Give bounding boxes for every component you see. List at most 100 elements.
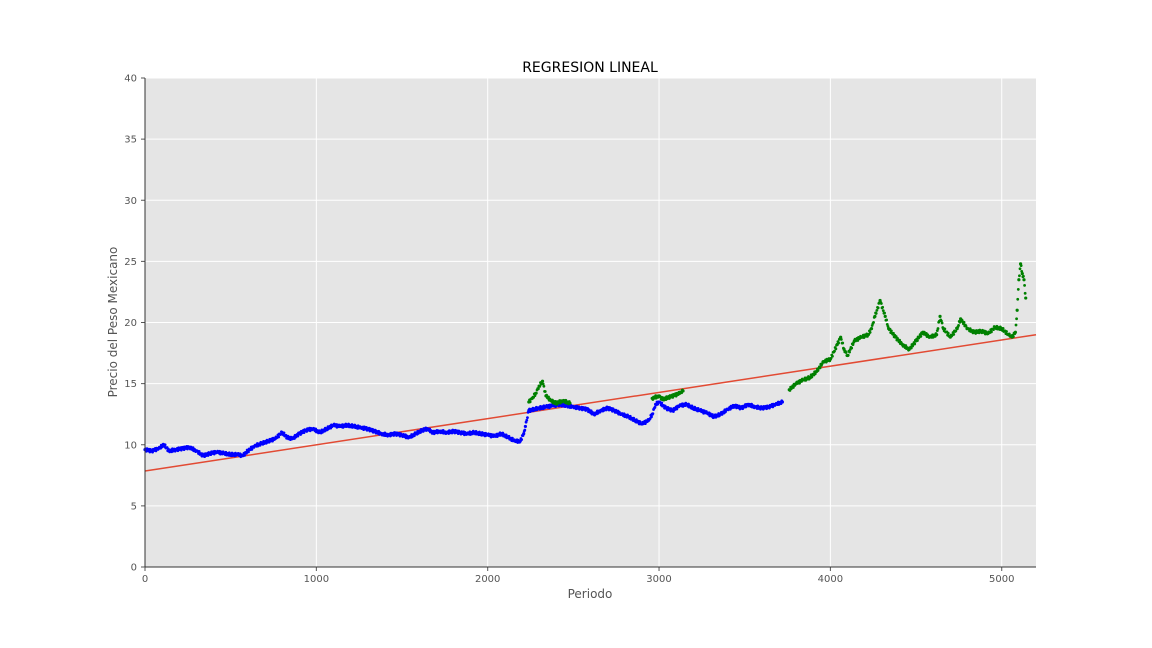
blue-data-point (666, 406, 670, 409)
green-data-point (916, 339, 919, 342)
blue-data-point (245, 451, 248, 455)
blue-data-point (507, 434, 511, 438)
green-data-point (851, 343, 855, 347)
green-data-point (879, 302, 883, 305)
blue-data-point (510, 436, 514, 440)
green-data-point (881, 309, 885, 313)
grid (145, 77, 1036, 567)
green-data-point (829, 356, 833, 360)
green-data-point (545, 393, 548, 397)
chart-title: REGRESION LINEAL (522, 60, 658, 76)
green-data-point (957, 324, 960, 327)
x-axis-label: Periodo (568, 587, 613, 601)
y-tick-label: 15 (124, 379, 137, 390)
green-data-point (964, 324, 968, 328)
green-data-point (881, 305, 885, 309)
blue-data-point (780, 400, 785, 404)
green-data-point (1016, 288, 1020, 291)
green-data-point (850, 346, 854, 350)
green-data-point (889, 329, 893, 333)
blue-data-point (247, 450, 250, 454)
green-series (527, 262, 1028, 406)
green-data-point (848, 350, 851, 354)
y-tick-label: 40 (124, 74, 137, 85)
blue-data-point (163, 443, 167, 447)
green-data-point (558, 401, 562, 405)
green-data-point (1018, 274, 1021, 278)
green-data-point (831, 354, 834, 358)
green-data-point (846, 353, 850, 357)
green-data-point (883, 314, 887, 318)
blue-data-point (523, 424, 527, 429)
blue-data-point (650, 415, 653, 419)
green-data-point (1016, 297, 1020, 301)
green-data-point (872, 320, 875, 324)
green-data-point (873, 314, 877, 318)
green-data-point (990, 330, 993, 334)
green-data-point (833, 349, 836, 353)
green-data-point (1022, 274, 1025, 278)
regression-layer (144, 333, 1037, 472)
green-data-point (938, 314, 942, 318)
green-data-point (837, 341, 841, 345)
blue-data-point (282, 431, 286, 435)
green-data-point (1013, 330, 1018, 334)
blue-data-point (699, 408, 703, 411)
blue-data-point (741, 407, 745, 411)
x-tick-label: 2000 (475, 574, 500, 585)
green-data-point (542, 384, 546, 388)
green-data-point (834, 347, 838, 351)
green-data-point (791, 386, 795, 389)
blue-data-point (656, 402, 660, 406)
x-tick-label: 4000 (818, 574, 843, 585)
green-data-point (651, 398, 655, 401)
blue-data-point (296, 434, 300, 438)
green-data-point (839, 335, 843, 339)
green-data-point (876, 306, 880, 310)
green-data-point (1015, 317, 1018, 321)
y-tick-label: 20 (124, 318, 137, 329)
green-data-point (946, 331, 950, 335)
blue-data-point (744, 405, 748, 409)
green-data-point (810, 375, 814, 379)
green-data-point (537, 387, 540, 391)
blue-data-point (696, 406, 700, 410)
green-data-point (935, 333, 939, 337)
green-data-point (1023, 291, 1027, 295)
blue-data-point (651, 412, 655, 416)
green-data-point (904, 344, 908, 347)
blue-data-point (690, 404, 694, 408)
green-data-point (898, 338, 902, 342)
green-data-point (874, 312, 878, 315)
blue-data-point (243, 453, 246, 457)
green-data-point (992, 328, 995, 331)
x-tick-label: 1000 (304, 574, 329, 585)
blue-data-point (632, 416, 636, 420)
green-data-point (1011, 335, 1015, 339)
y-tick-label: 0 (131, 563, 137, 574)
blue-data-point (593, 413, 597, 417)
y-tick-label: 5 (131, 501, 137, 512)
green-data-point (540, 379, 545, 383)
blue-data-point (638, 420, 642, 423)
green-data-point (936, 327, 940, 330)
y-tick-label: 25 (124, 257, 137, 268)
blue-data-point (525, 418, 529, 422)
green-data-point (1020, 272, 1024, 276)
green-data-point (534, 391, 538, 395)
green-data-point (844, 351, 848, 354)
green-data-point (539, 382, 543, 386)
x-axis-ticks: 0 1000 2000 3000 4000 5000 (142, 567, 1014, 585)
green-data-point (867, 332, 871, 336)
blue-data-point (660, 401, 664, 405)
green-data-point (1018, 267, 1022, 271)
green-data-point (816, 369, 820, 372)
blue-data-point (653, 405, 657, 409)
regression-line (144, 333, 1037, 472)
green-data-point (841, 341, 845, 345)
green-data-point (943, 327, 947, 331)
blue-data-point (250, 447, 254, 451)
y-tick-label: 10 (124, 440, 137, 451)
green-data-point (909, 346, 913, 350)
